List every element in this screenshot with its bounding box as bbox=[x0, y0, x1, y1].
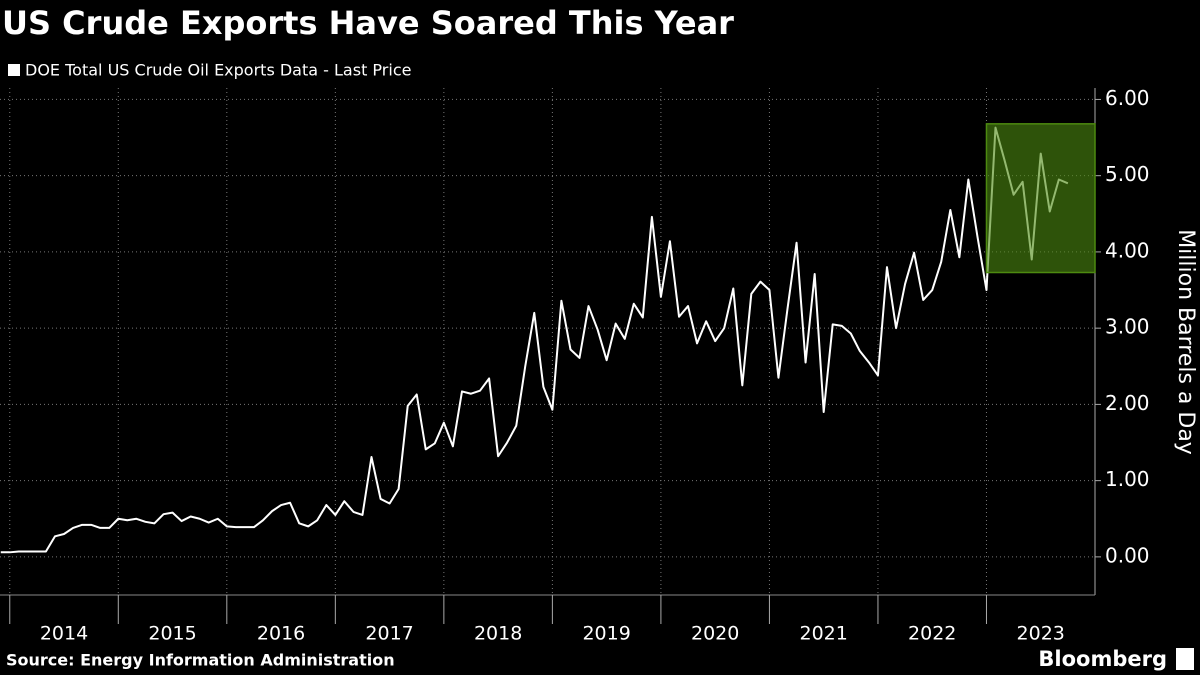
y-tick-label: 4.00 bbox=[1105, 238, 1150, 262]
x-tick-label: 2018 bbox=[474, 623, 522, 645]
x-tick-label: 2017 bbox=[365, 623, 413, 645]
legend-label: DOE Total US Crude Oil Exports Data - La… bbox=[25, 61, 411, 80]
y-tick-label: 5.00 bbox=[1105, 162, 1150, 186]
y-tick-label: 2.00 bbox=[1105, 391, 1150, 415]
x-tick-label: 2019 bbox=[582, 623, 630, 645]
highlight-box bbox=[985, 123, 1096, 274]
x-tick-label: 2016 bbox=[257, 623, 305, 645]
y-axis-label: Million Barrels a Day bbox=[1173, 229, 1198, 455]
legend-swatch bbox=[8, 64, 20, 76]
x-tick-label: 2022 bbox=[908, 623, 956, 645]
chart-title: US Crude Exports Have Soared This Year bbox=[2, 4, 734, 42]
brand-icon bbox=[1176, 648, 1194, 670]
line bbox=[0, 126, 1069, 554]
x-tick-label: 2015 bbox=[148, 623, 196, 645]
y-tick-label: 1.00 bbox=[1105, 467, 1150, 491]
x-tick-label: 2014 bbox=[40, 623, 88, 645]
y-tick-label: 0.00 bbox=[1105, 543, 1150, 567]
brand: Bloomberg bbox=[1038, 647, 1167, 671]
source: Source: Energy Information Administratio… bbox=[6, 651, 395, 670]
x-tick-label: 2021 bbox=[800, 623, 848, 645]
y-tick-label: 6.00 bbox=[1105, 86, 1150, 110]
x-tick-label: 2023 bbox=[1017, 623, 1065, 645]
y-tick-label: 3.00 bbox=[1105, 315, 1150, 339]
x-tick-label: 2020 bbox=[691, 623, 739, 645]
